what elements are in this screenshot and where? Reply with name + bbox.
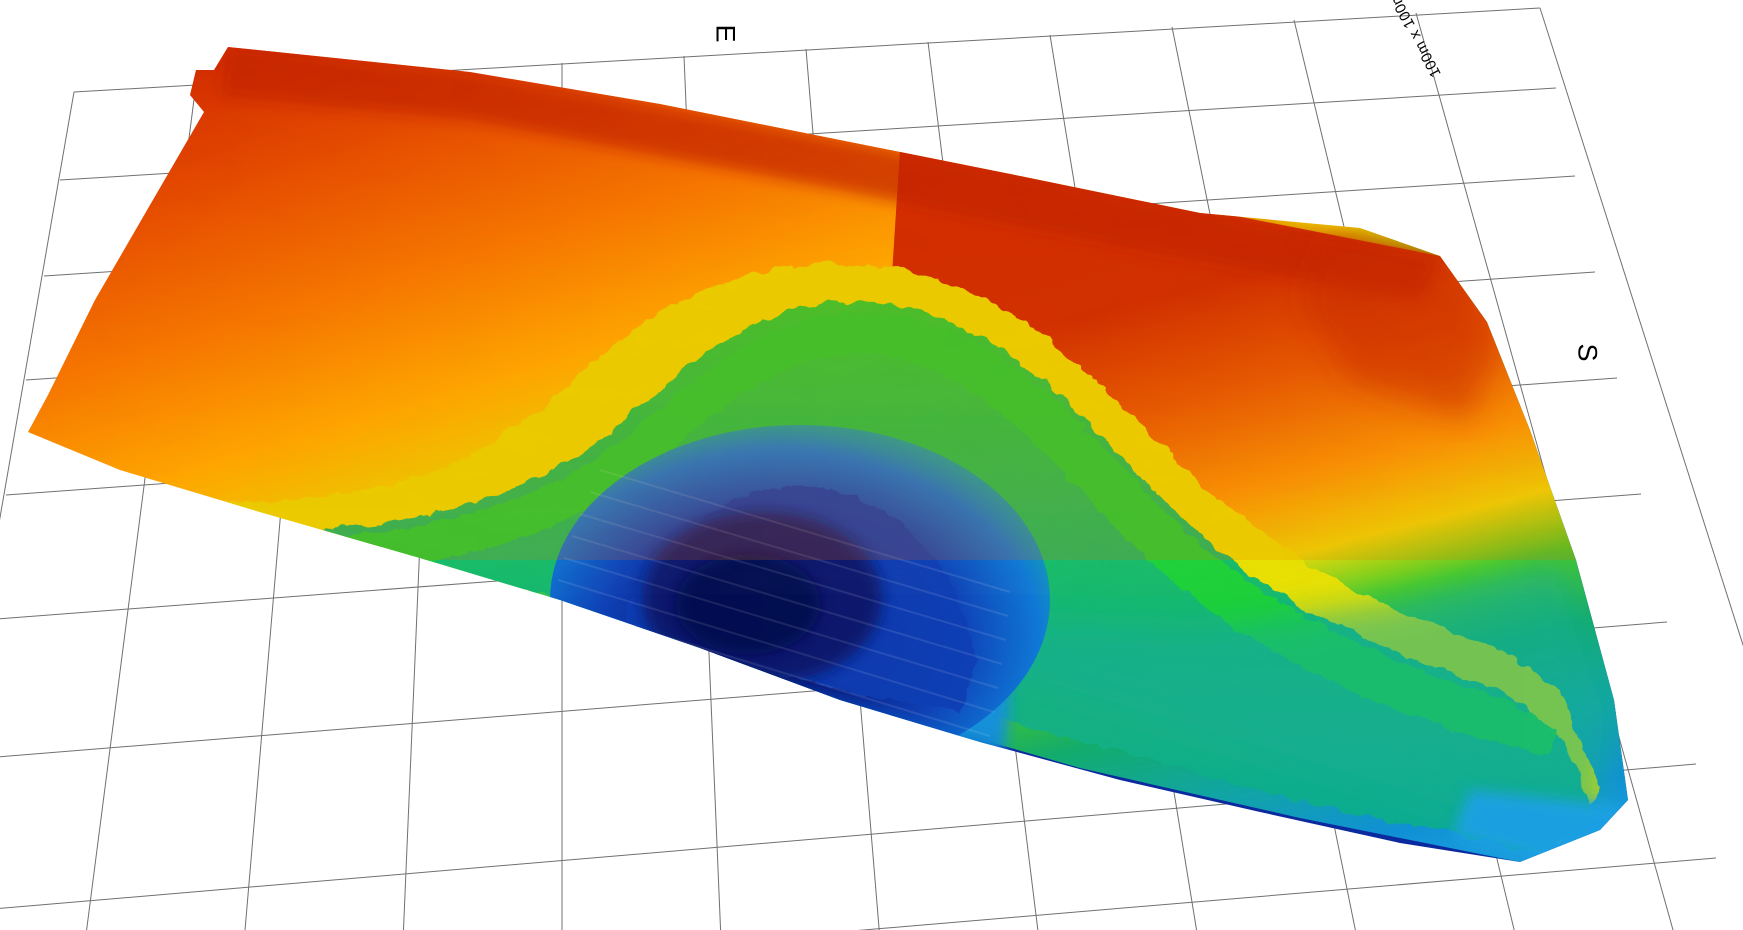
axis-label-east: E [710, 24, 741, 43]
axis-label-south: S [1572, 343, 1603, 362]
